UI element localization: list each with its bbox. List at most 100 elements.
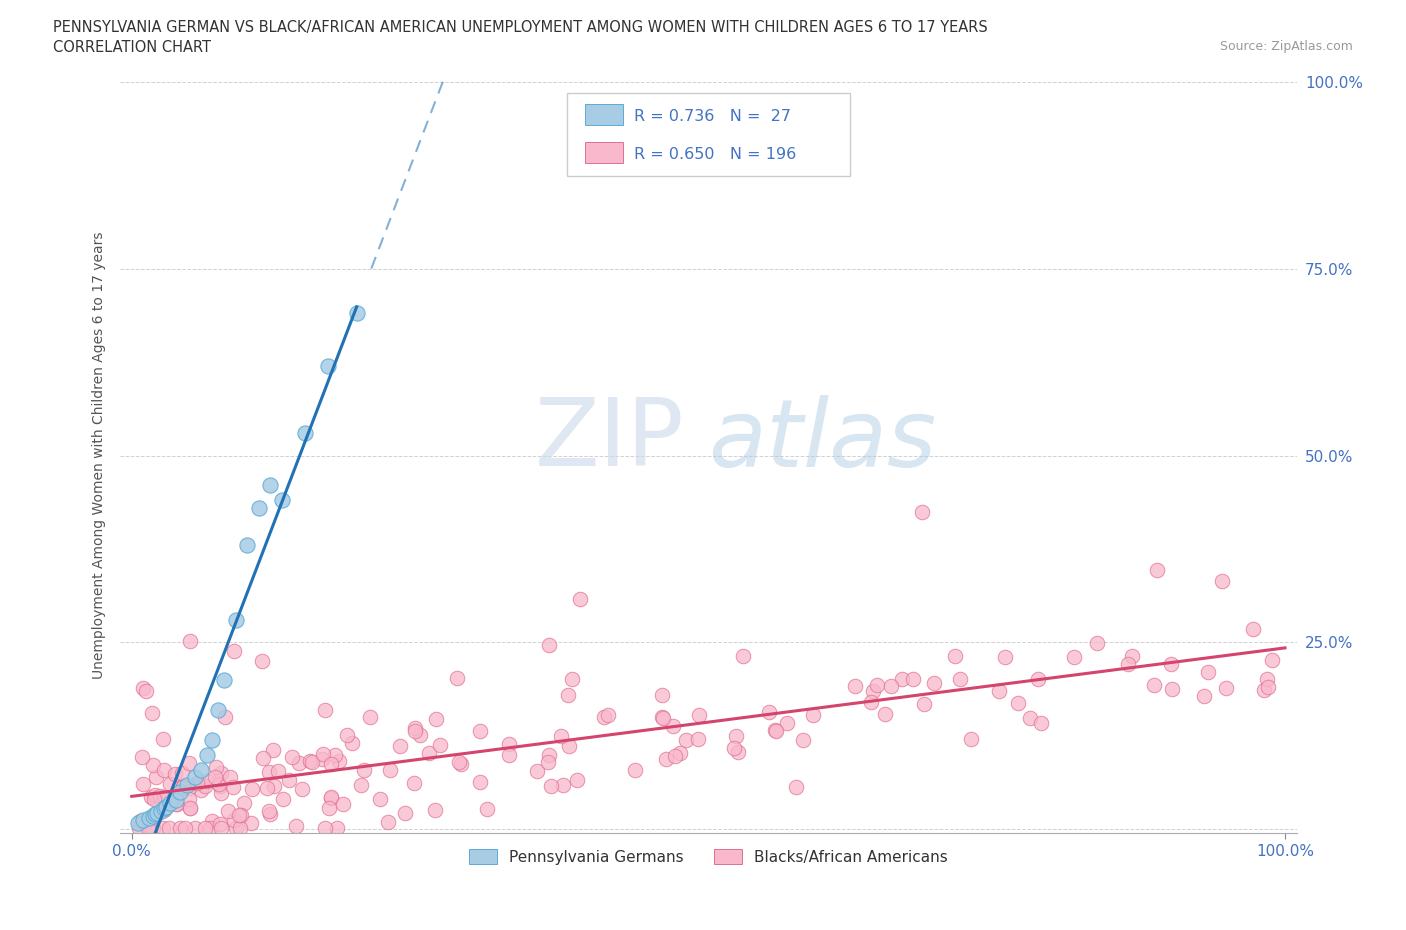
Point: [866, 678, 889, 693]
Point: [169, 785, 191, 800]
Point: [314, 702, 336, 717]
Point: [446, 671, 468, 685]
Point: [875, 706, 897, 721]
Point: [149, 804, 172, 818]
Point: [561, 671, 583, 686]
Point: [651, 711, 673, 725]
Point: [1261, 652, 1284, 667]
Point: [1063, 650, 1085, 665]
Point: [723, 740, 745, 755]
Point: [891, 671, 914, 686]
Point: [179, 633, 201, 648]
Point: [312, 746, 335, 761]
Point: [259, 806, 281, 821]
Point: [152, 732, 174, 747]
Text: R = 0.650   N = 196: R = 0.650 N = 196: [634, 147, 797, 162]
Point: [1146, 563, 1168, 578]
Point: [153, 763, 176, 777]
Text: CORRELATION CHART: CORRELATION CHART: [53, 40, 211, 55]
Point: [624, 763, 647, 777]
Point: [291, 781, 314, 796]
Point: [208, 777, 231, 791]
Point: [225, 613, 247, 628]
Point: [311, 751, 333, 766]
Point: [664, 749, 686, 764]
Text: R = 0.736   N =  27: R = 0.736 N = 27: [634, 109, 792, 124]
Point: [949, 671, 972, 686]
Point: [139, 790, 162, 804]
Point: [149, 789, 172, 804]
Point: [592, 710, 614, 724]
Point: [153, 801, 176, 816]
Point: [340, 736, 363, 751]
Point: [179, 780, 201, 795]
Point: [240, 816, 263, 830]
Point: [922, 675, 945, 690]
Point: [368, 791, 391, 806]
Point: [212, 672, 235, 687]
Point: [127, 816, 149, 830]
Point: [792, 733, 814, 748]
Point: [662, 719, 685, 734]
FancyBboxPatch shape: [585, 142, 623, 164]
Point: [143, 788, 166, 803]
Text: ZIP: ZIP: [536, 394, 685, 486]
Point: [179, 756, 201, 771]
Point: [1241, 621, 1264, 636]
Point: [326, 820, 349, 835]
Point: [153, 803, 176, 817]
Point: [596, 708, 619, 723]
Point: [146, 805, 169, 820]
Point: [651, 688, 673, 703]
Point: [359, 710, 381, 724]
Point: [250, 653, 273, 668]
Point: [675, 732, 697, 747]
Point: [222, 779, 245, 794]
Point: [910, 504, 932, 519]
Point: [1197, 665, 1219, 680]
Point: [402, 776, 425, 790]
Legend: Pennsylvania Germans, Blacks/African Americans: Pennsylvania Germans, Blacks/African Ame…: [463, 844, 953, 870]
Point: [758, 705, 780, 720]
Point: [186, 776, 208, 790]
Point: [686, 731, 709, 746]
Point: [138, 811, 160, 826]
Point: [651, 710, 673, 724]
Point: [136, 820, 159, 835]
Point: [262, 743, 284, 758]
Point: [1019, 711, 1042, 725]
Point: [727, 744, 749, 759]
Point: [132, 777, 155, 792]
Point: [205, 760, 228, 775]
Point: [550, 728, 572, 743]
Point: [209, 786, 232, 801]
Point: [1029, 715, 1052, 730]
Point: [132, 813, 155, 828]
Point: [209, 765, 232, 780]
Point: [201, 732, 224, 747]
Point: [259, 478, 281, 493]
FancyBboxPatch shape: [567, 93, 849, 176]
Point: [378, 763, 401, 777]
Point: [163, 766, 186, 781]
Point: [165, 796, 187, 811]
Point: [155, 800, 177, 815]
Point: [785, 779, 807, 794]
Point: [404, 720, 426, 735]
Point: [1007, 695, 1029, 710]
Point: [285, 818, 308, 833]
Point: [166, 796, 188, 811]
Point: [776, 715, 799, 730]
Point: [1143, 678, 1166, 693]
Point: [224, 812, 246, 827]
Point: [318, 801, 340, 816]
Point: [1211, 574, 1233, 589]
Point: [553, 778, 575, 793]
Point: [418, 746, 440, 761]
Point: [197, 774, 219, 789]
Point: [142, 791, 165, 806]
Point: [141, 808, 163, 823]
Point: [409, 727, 432, 742]
Point: [240, 781, 263, 796]
Point: [225, 820, 247, 835]
